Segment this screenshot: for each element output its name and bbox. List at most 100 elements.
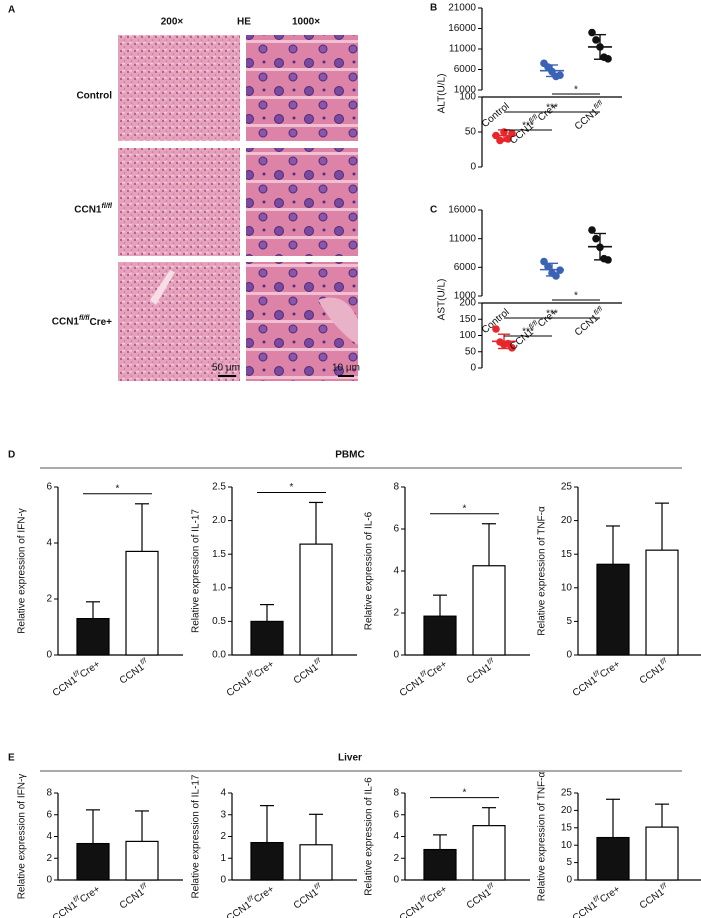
bar bbox=[125, 550, 159, 656]
significance-label: * bbox=[116, 483, 120, 494]
x-tick-label: CCN1f/f bbox=[637, 657, 672, 687]
panel-label: A bbox=[8, 5, 15, 16]
bar bbox=[472, 825, 506, 881]
y-tick-label: 6 bbox=[46, 482, 52, 493]
y-tick-label: 0 bbox=[393, 650, 399, 661]
y-tick-label: 4 bbox=[393, 566, 399, 577]
bar bbox=[472, 565, 506, 656]
stain-label: HE bbox=[237, 17, 251, 28]
y-axis-title: Relative expression of IFN-γ bbox=[17, 774, 28, 900]
data-point bbox=[492, 325, 500, 333]
y-tick-label: 2.0 bbox=[212, 515, 226, 526]
y-axis-title: Relative expression of IFN-γ bbox=[17, 508, 28, 634]
error-bar bbox=[482, 523, 496, 566]
y-tick-label: 2 bbox=[393, 608, 399, 619]
y-axis-title: Relative expression of TNF-α bbox=[537, 772, 548, 902]
x-tick-label: Control bbox=[480, 101, 512, 130]
significance-label: *** bbox=[522, 121, 534, 132]
x-tick-label: CCN1f/f bbox=[291, 882, 326, 912]
x-tick-label: CCN1f/f bbox=[464, 882, 499, 912]
error-bar bbox=[135, 503, 149, 552]
error-bar bbox=[86, 809, 100, 844]
error-bar bbox=[86, 601, 100, 619]
y-tick-label: 6 bbox=[393, 809, 399, 820]
data-point bbox=[496, 136, 504, 145]
bar bbox=[299, 543, 333, 656]
y-tick-label: 25 bbox=[561, 788, 573, 799]
y-tick-label: 0.5 bbox=[212, 616, 226, 627]
y-tick-label: 4 bbox=[46, 538, 52, 549]
error-bar bbox=[260, 805, 274, 843]
y-tick-label: 0 bbox=[566, 650, 572, 661]
y-axis-title: Relative expression of IL-17 bbox=[191, 774, 202, 898]
bar bbox=[596, 563, 630, 656]
y-tick-label: 0 bbox=[470, 162, 476, 173]
y-tick-label: 0 bbox=[46, 650, 52, 661]
y-tick-label: 50 bbox=[465, 127, 477, 138]
panel-label: C bbox=[430, 205, 437, 216]
y-tick-label: 8 bbox=[393, 482, 399, 493]
image-control-200x bbox=[118, 35, 240, 141]
row-label: CCN1fl/flCre+ bbox=[52, 315, 112, 327]
significance-label: * bbox=[290, 482, 294, 493]
bar bbox=[250, 620, 284, 656]
column-label: 200× bbox=[161, 17, 184, 28]
y-axis-title: ALT(U/L) bbox=[437, 74, 448, 114]
error-bar bbox=[309, 813, 323, 845]
x-tick-label: CCN1f/f bbox=[117, 657, 152, 687]
y-tick-label: 21000 bbox=[448, 3, 476, 14]
bar bbox=[423, 848, 457, 881]
panel-label: E bbox=[8, 753, 15, 764]
x-tick-label: CCN1f/fCre+ bbox=[570, 882, 622, 918]
error-bar bbox=[655, 803, 669, 828]
vessel bbox=[318, 297, 358, 345]
data-point bbox=[540, 257, 548, 266]
sd-bar bbox=[594, 33, 606, 60]
x-tick-label: CCN1f/fCre+ bbox=[224, 882, 276, 918]
bar bbox=[423, 615, 457, 656]
y-tick-label: 150 bbox=[459, 314, 476, 325]
bar bbox=[645, 549, 679, 656]
y-tick-label: 20 bbox=[561, 515, 573, 526]
sd-bar bbox=[594, 232, 606, 261]
data-point bbox=[588, 28, 596, 37]
y-tick-label: 0.0 bbox=[212, 650, 226, 661]
image-flfl-1000x bbox=[246, 148, 358, 256]
y-axis-title: Relative expression of IL-6 bbox=[364, 511, 375, 630]
image-cre-200x bbox=[118, 262, 240, 381]
y-tick-label: 8 bbox=[46, 788, 52, 799]
y-tick-label: 0 bbox=[393, 875, 399, 886]
y-tick-label: 6 bbox=[46, 809, 52, 820]
data-point bbox=[592, 36, 600, 44]
bar bbox=[645, 826, 679, 881]
image-control-1000x bbox=[246, 35, 358, 141]
y-tick-label: 0 bbox=[566, 875, 572, 886]
bar bbox=[596, 836, 630, 881]
significance-label: * bbox=[574, 291, 578, 302]
scale-bar-label: 50 µm bbox=[212, 363, 240, 374]
bar bbox=[250, 841, 284, 881]
y-tick-label: 15 bbox=[561, 822, 573, 833]
x-tick-label: CCN1f/f bbox=[117, 882, 152, 912]
x-tick-label: CCN1f/fCre+ bbox=[397, 882, 449, 918]
x-tick-label: CCN1fl/fl bbox=[572, 306, 608, 339]
bar bbox=[299, 844, 333, 881]
significance-label: *** bbox=[546, 309, 558, 320]
sd-bar bbox=[546, 262, 558, 277]
x-tick-label: CCN1f/fCre+ bbox=[224, 657, 276, 699]
y-tick-label: 4 bbox=[46, 831, 52, 842]
error-bar bbox=[606, 525, 620, 565]
x-tick-label: CCN1f/fCre+ bbox=[50, 657, 102, 699]
row-label: CCN1fl/fl bbox=[74, 203, 113, 215]
y-tick-label: 8 bbox=[393, 788, 399, 799]
data-point bbox=[588, 226, 596, 234]
y-tick-label: 11000 bbox=[449, 233, 477, 244]
y-tick-label: 4 bbox=[393, 831, 399, 842]
y-tick-label: 2 bbox=[220, 831, 226, 842]
y-tick-label: 0 bbox=[220, 875, 226, 886]
x-tick-label: CCN1f/f bbox=[637, 882, 672, 912]
x-tick-label: CCN1f/fCre+ bbox=[397, 657, 449, 699]
x-tick-label: CCN1fl/fl bbox=[572, 100, 608, 133]
data-point bbox=[508, 344, 516, 352]
